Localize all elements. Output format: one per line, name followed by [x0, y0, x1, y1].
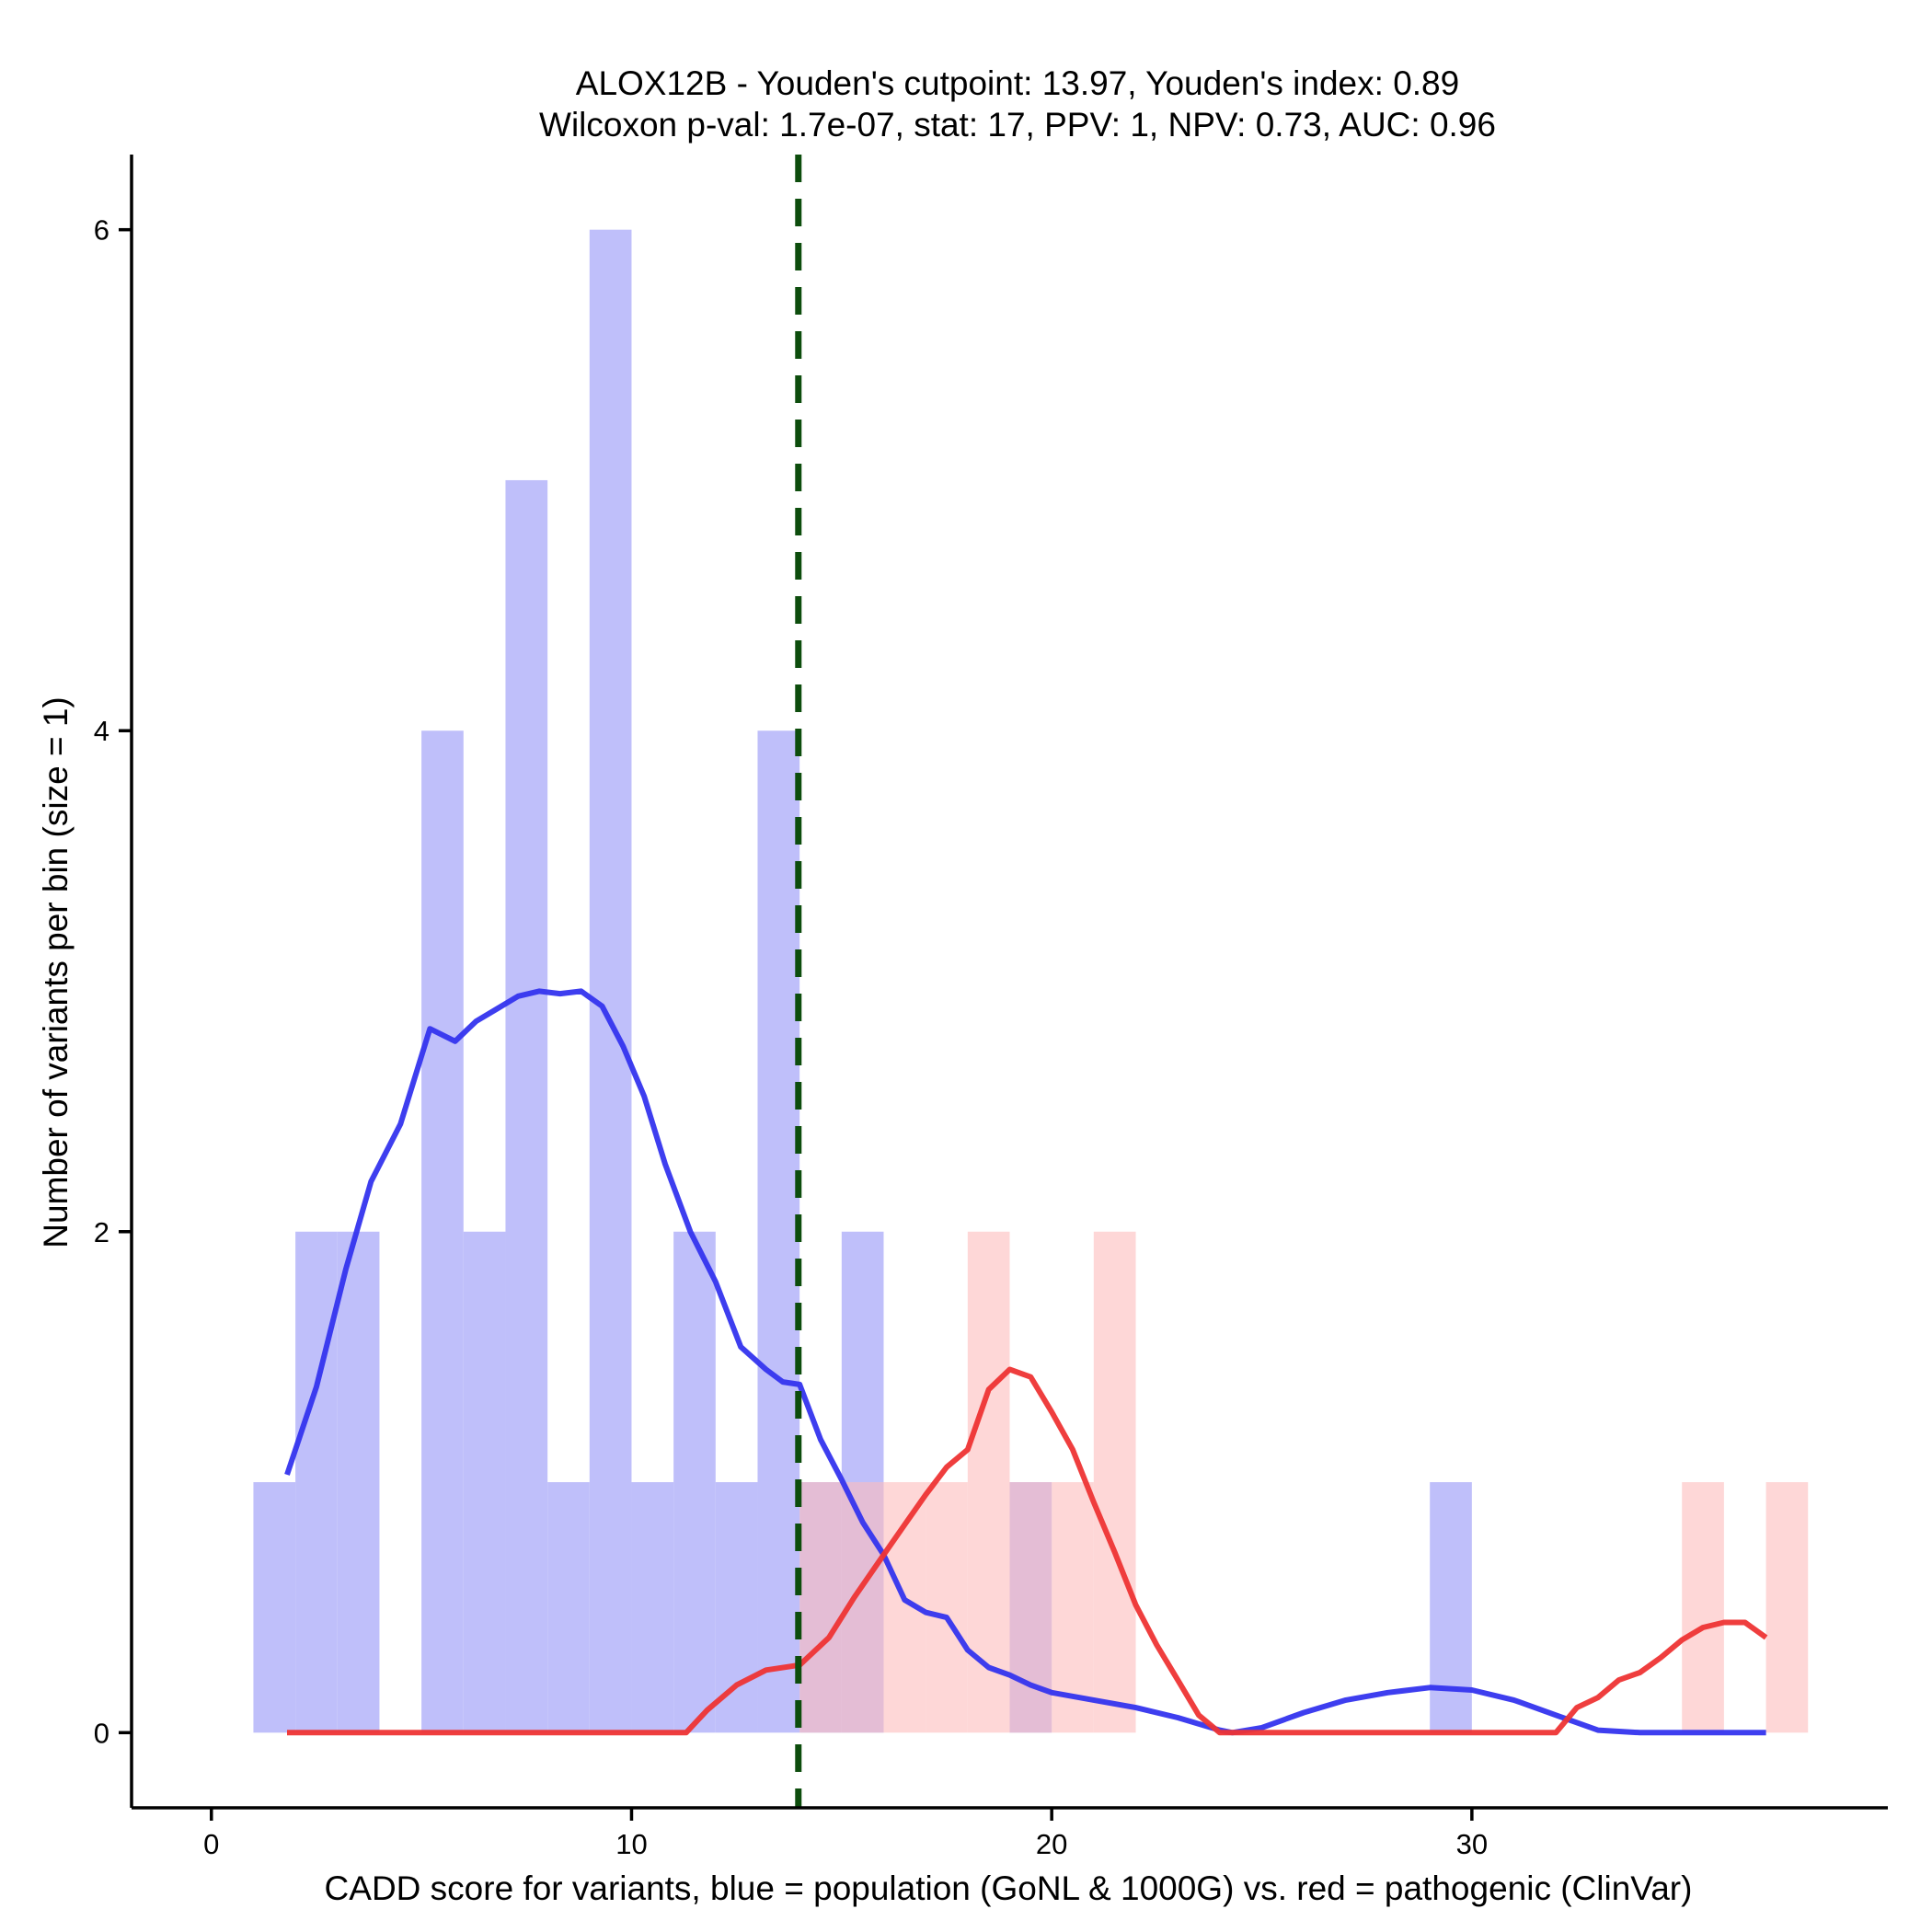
y-axis-label: Number of variants per bin (size = 1) — [37, 696, 75, 1248]
chart-subtitle: Wilcoxon p-val: 1.7e-07, stat: 17, PPV: … — [539, 106, 1496, 144]
pathogenic-bar — [967, 1231, 1010, 1733]
population-bar — [757, 730, 800, 1733]
pathogenic-bar — [1009, 1482, 1052, 1733]
pathogenic-bar — [1093, 1231, 1136, 1733]
x-axis-label: CADD score for variants, blue = populati… — [325, 1869, 1693, 1907]
x-tick-label: 0 — [203, 1828, 219, 1860]
pathogenic-bar — [1765, 1482, 1809, 1733]
y-tick-label: 0 — [94, 1717, 109, 1749]
y-tick-label: 6 — [94, 214, 109, 247]
pathogenic-density-line — [287, 1366, 1768, 1736]
population-bar — [547, 1482, 590, 1733]
population-bar — [421, 730, 464, 1733]
pathogenic-bar — [1052, 1482, 1094, 1733]
population-bar — [673, 1231, 716, 1733]
population-bar — [505, 479, 548, 1733]
y-tick-label: 2 — [94, 1216, 109, 1248]
population-bar — [337, 1231, 380, 1733]
pathogenic-bars — [799, 1231, 1809, 1733]
population-bars — [253, 229, 1472, 1733]
population-bar — [1430, 1482, 1472, 1733]
x-axis-ticks: 0 10 20 30 — [203, 1808, 1488, 1860]
x-tick-label: 10 — [615, 1828, 647, 1860]
pathogenic-bar — [1682, 1482, 1724, 1733]
population-bar — [295, 1231, 338, 1733]
population-bar — [631, 1482, 674, 1733]
population-bar — [589, 229, 632, 1733]
population-bar — [253, 1482, 296, 1733]
density-curves — [284, 988, 1768, 1736]
pathogenic-bar — [799, 1482, 842, 1733]
pathogenic-bar — [926, 1482, 968, 1733]
y-tick-label: 4 — [94, 715, 109, 747]
x-tick-label: 20 — [1036, 1828, 1067, 1860]
x-tick-label: 30 — [1456, 1828, 1488, 1860]
chart-title: ALOX12B - Youden's cutpoint: 13.97, Youd… — [576, 64, 1459, 102]
population-bar — [715, 1482, 758, 1733]
population-bar — [463, 1231, 506, 1733]
y-axis-ticks: 0 2 4 6 — [94, 214, 132, 1749]
